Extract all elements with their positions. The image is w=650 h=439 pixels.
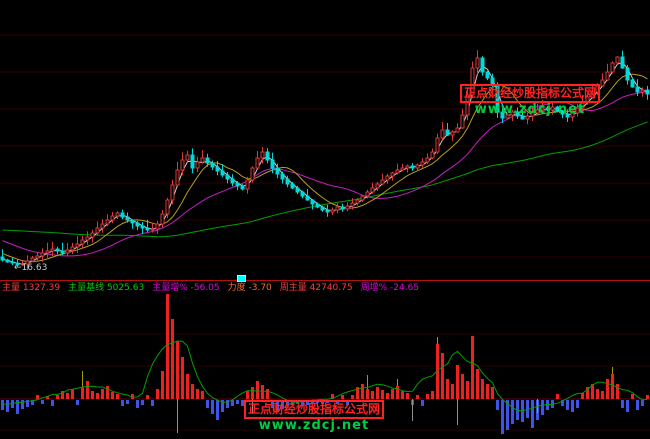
candles-layer <box>0 50 650 271</box>
volume-smooth-line <box>2 340 648 412</box>
watermark-title: 正点财经炒股指标公式网 <box>460 84 601 103</box>
watermark-title: 正点财经炒股指标公式网 <box>244 400 385 419</box>
watermark-url: www.zdcj.net <box>474 102 586 117</box>
ma-magenta-line <box>2 91 648 257</box>
indicator-item: 力度 -3.70 <box>227 283 272 293</box>
price-low-label: ←16.63 <box>14 264 47 273</box>
pane-separator[interactable] <box>0 280 650 281</box>
price-low-value: 16.63 <box>21 263 48 273</box>
watermark-top: 正点财经炒股指标公式网 www.zdcj.net <box>460 82 601 117</box>
indicator-item: 主量基线 5025.63 <box>68 283 145 293</box>
indicator-item: 主量增% -56.05 <box>152 283 220 293</box>
indicator-item: 周增% -24.65 <box>360 283 420 293</box>
left-arrow-icon: ← <box>14 263 22 273</box>
indicator-values-row: 主量 1327.39 主量基线 5025.63 主量增% -56.05 力度 -3.7… <box>2 283 427 294</box>
pane-splitter-handle[interactable] <box>237 275 246 282</box>
indicator-item: 周主量 42740.75 <box>279 283 353 293</box>
ma-yellow-line <box>2 73 648 263</box>
ma-green-line <box>2 121 648 238</box>
watermark-url: www.zdcj.net <box>258 418 370 433</box>
indicator-item: 主量 1327.39 <box>2 283 61 293</box>
ma-white-line <box>2 62 648 265</box>
watermark-bottom: 正点财经炒股指标公式网 www.zdcj.net <box>244 398 385 433</box>
